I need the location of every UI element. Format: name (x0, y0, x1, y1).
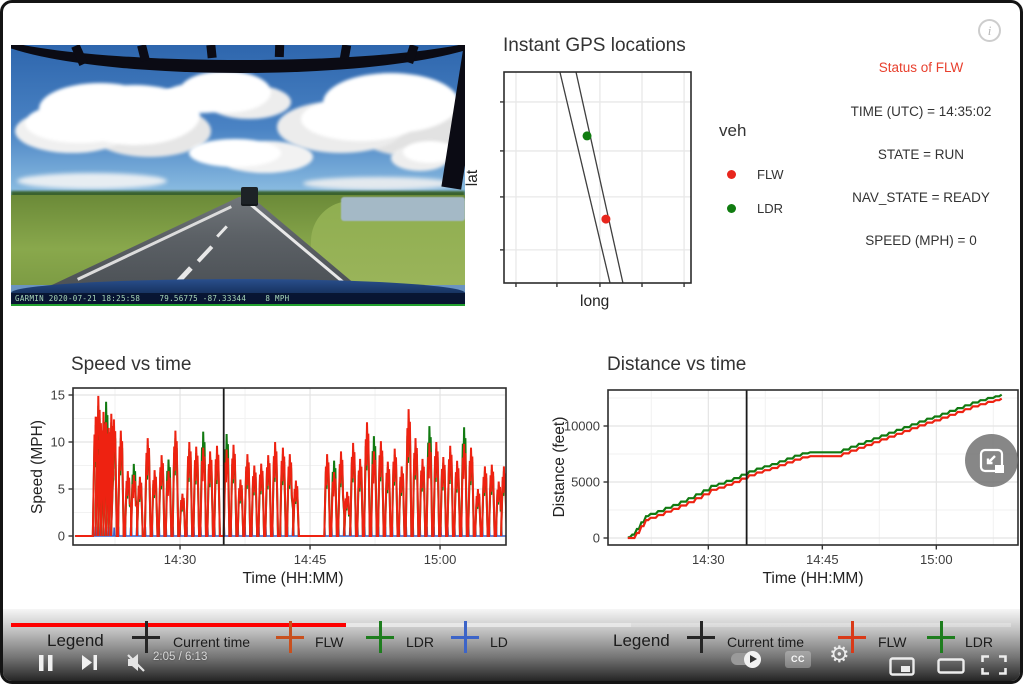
distance-legend-flw: FLW (878, 634, 907, 650)
ldr-cross-icon (366, 621, 394, 653)
ld-cross-icon (451, 621, 479, 653)
svg-text:5000: 5000 (571, 475, 600, 490)
speed-y-axis-label: Speed (MPH) (29, 420, 46, 514)
miniplayer-icon (889, 657, 915, 676)
fullscreen-icon (981, 655, 1007, 675)
distance-legend-title: Legend (613, 631, 670, 650)
cloud (303, 177, 453, 190)
gps-legend-label: LDR (757, 201, 784, 216)
distance-chart: 14:30 14:45 15:00 0 5000 10000 (564, 389, 1019, 567)
cloud (403, 141, 457, 163)
svg-text:10: 10 (51, 435, 65, 450)
gps-plot (500, 71, 692, 287)
status-line-state: STATE = RUN (877, 147, 965, 162)
cloud (17, 173, 167, 189)
fullscreen-button[interactable] (967, 644, 1007, 675)
cloud (161, 83, 241, 113)
speed-chart-title: Speed vs time (71, 354, 192, 375)
svg-text:14:30: 14:30 (692, 552, 725, 567)
speed-x-axis-label: Time (HH:MM) (242, 570, 344, 587)
flw-point-icon (727, 170, 736, 179)
cloud (189, 139, 281, 167)
roof-slat (206, 45, 217, 59)
pause-icon (39, 655, 53, 671)
distance-y-axis-label: Distance (feet) (551, 416, 568, 518)
svg-text:15: 15 (51, 388, 65, 403)
svg-text:0: 0 (593, 531, 600, 546)
info-icon[interactable]: i (978, 19, 1001, 42)
status-panel: Status of FLW TIME (UTC) = 14:35:02 STAT… (821, 53, 1020, 263)
current-time-cross-icon (132, 621, 160, 653)
lake-water (341, 197, 465, 221)
dashcam-gps-overlay-text: GARMIN 2020-07-21 18:25:58 79.56775 -87.… (11, 292, 465, 304)
status-title: Status of FLW (878, 60, 964, 75)
gps-legend-label: FLW (757, 167, 784, 182)
svg-text:5: 5 (58, 482, 65, 497)
play-icon (749, 654, 757, 663)
speed-legend-title: Legend (47, 631, 104, 650)
distance-legend-ldr: LDR (965, 634, 994, 650)
captions-button[interactable]: CC (785, 651, 811, 668)
gps-y-axis-label: lat (464, 169, 482, 187)
svg-text:14:45: 14:45 (294, 552, 327, 567)
flw-cross-icon (838, 621, 866, 653)
speed-legend-flw: FLW (315, 634, 344, 650)
svg-text:14:45: 14:45 (806, 552, 839, 567)
distance-x-axis-label: Time (HH:MM) (762, 570, 864, 587)
svg-text:15:00: 15:00 (920, 552, 953, 567)
theater-mode-icon (937, 658, 965, 674)
distance-legend-current-time: Current time (727, 634, 805, 650)
cloud (301, 97, 421, 141)
status-line-nav-state: NAV_STATE = READY (852, 190, 990, 205)
speed-chart: 14:30 14:45 15:00 0 5 10 15 (51, 387, 507, 567)
gps-x-axis-label: long (580, 293, 610, 310)
ldr-point-icon (727, 204, 736, 213)
pip-float-icon (979, 448, 1004, 473)
progress-played (11, 623, 346, 627)
svg-text:0: 0 (58, 529, 65, 544)
speed-legend-ld: LD (490, 634, 508, 650)
svg-text:10000: 10000 (564, 419, 600, 434)
dashcam-video[interactable]: GARMIN 2020-07-21 18:25:58 79.56775 -87.… (11, 45, 465, 306)
autoplay-knob (744, 650, 761, 668)
current-time-cross-icon (687, 621, 715, 653)
next-button[interactable] (73, 646, 97, 670)
miniplayer-button[interactable] (875, 647, 915, 676)
svg-text:14:30: 14:30 (164, 552, 197, 567)
theater-mode-button[interactable] (922, 649, 965, 674)
settings-gear-icon[interactable]: ⚙ (829, 642, 850, 668)
ldr-cross-icon (927, 621, 955, 653)
gps-plot-title: Instant GPS locations (503, 35, 686, 56)
roof-slat (274, 45, 285, 58)
speed-legend-current-time: Current time (173, 634, 251, 650)
pip-float-button[interactable] (965, 434, 1018, 487)
player-controls: Legend Current time FLW LDR LD Legend Cu… (3, 609, 1020, 681)
progress-bar[interactable] (11, 623, 1011, 627)
svg-text:15:00: 15:00 (424, 552, 457, 567)
cloud (25, 103, 135, 143)
status-line-speed: SPEED (MPH) = 0 (865, 233, 977, 248)
pause-button[interactable] (29, 644, 53, 671)
truck-ahead (241, 187, 258, 204)
volume-muted-icon (127, 654, 145, 672)
flw-cross-icon (276, 621, 304, 653)
gps-legend-title: veh (719, 121, 747, 140)
autoplay-toggle[interactable] (731, 650, 761, 668)
dashcam-bottom-line (11, 303, 465, 306)
speed-legend-ldr: LDR (406, 634, 435, 650)
volume-muted-button[interactable] (117, 643, 145, 672)
next-icon (82, 654, 97, 670)
time-display: 2:05 / 6:13 (153, 651, 208, 663)
distance-chart-title: Distance vs time (607, 354, 747, 375)
status-line-time: TIME (UTC) = 14:35:02 (850, 104, 992, 119)
